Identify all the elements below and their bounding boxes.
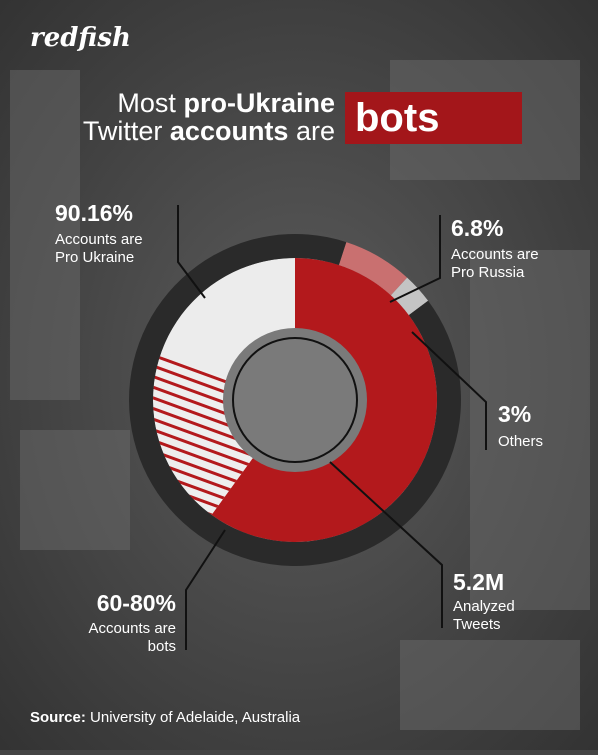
value-label: 5.2M bbox=[453, 569, 504, 595]
title-word: accounts bbox=[170, 116, 289, 146]
highlight-box bbox=[345, 92, 522, 144]
label: Pro Russia bbox=[451, 264, 525, 281]
title-word: are bbox=[296, 116, 335, 146]
label: Accounts are bbox=[55, 231, 143, 248]
label: Pro Ukraine bbox=[55, 249, 134, 266]
center-disc bbox=[223, 328, 367, 472]
label: Accounts are bbox=[88, 620, 176, 637]
title-line-1: Most pro-Ukraine bbox=[117, 88, 335, 118]
title-line-2: Twitter accounts are bbox=[83, 116, 335, 146]
label: bots bbox=[148, 638, 176, 655]
title-highlight: bots bbox=[355, 96, 439, 140]
source-label: Source: bbox=[30, 709, 86, 726]
value-label: 6.8% bbox=[451, 215, 503, 241]
title-word: Twitter bbox=[83, 116, 163, 146]
label: Accounts are bbox=[451, 246, 539, 263]
source: Source: University of Adelaide, Australi… bbox=[30, 709, 301, 726]
server-racks bbox=[10, 60, 590, 730]
value-label: 60-80% bbox=[97, 590, 176, 616]
value-label: 90.16% bbox=[55, 200, 133, 226]
label: Tweets bbox=[453, 616, 501, 633]
label: Others bbox=[498, 433, 543, 450]
value-label: 3% bbox=[498, 401, 531, 427]
center-ring bbox=[232, 337, 358, 463]
logo: redfish bbox=[30, 23, 131, 53]
title-word: Most bbox=[117, 88, 176, 118]
title-word: pro-Ukraine bbox=[183, 88, 335, 118]
ring-segment bbox=[390, 277, 429, 316]
leader-lines bbox=[177, 205, 487, 650]
ring-segment bbox=[338, 242, 408, 296]
label: Analyzed bbox=[453, 598, 515, 615]
source-text: University of Adelaide, Australia bbox=[90, 709, 301, 726]
